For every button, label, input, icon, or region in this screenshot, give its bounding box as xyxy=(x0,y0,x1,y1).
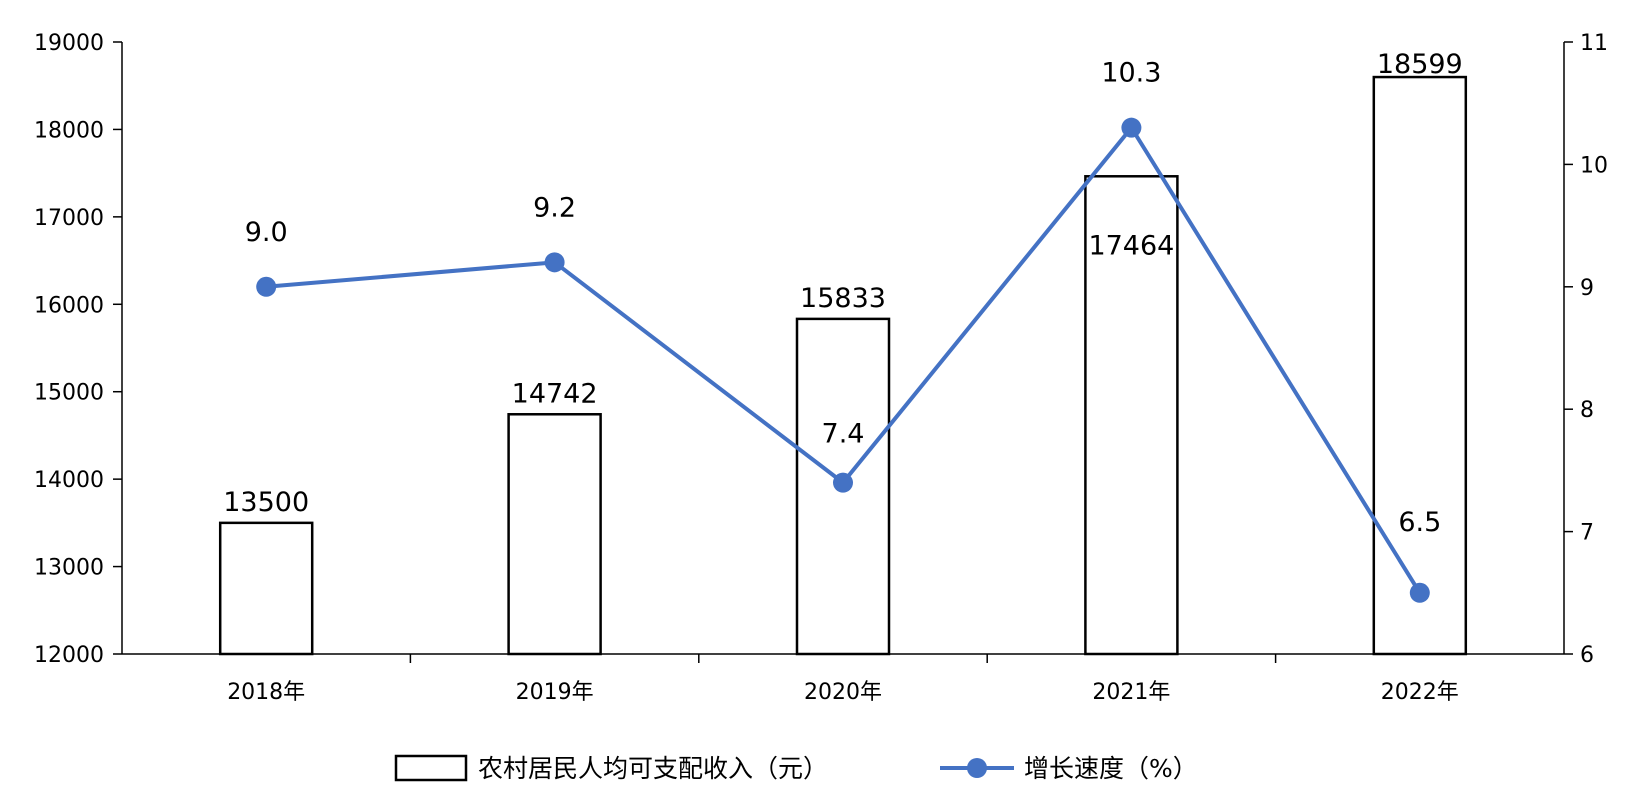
growth-point xyxy=(1121,117,1142,138)
growth-value-label: 9.0 xyxy=(245,217,288,248)
bar-value-label: 15833 xyxy=(800,283,886,314)
bar xyxy=(1084,175,1179,656)
bars: 13500 14742 15833 17464 18599 xyxy=(218,49,1468,656)
legend: 农村居民人均可支配收入（元） 增长速度（%） xyxy=(394,754,1198,783)
x-axis: 2018年 2019年 2020年 2021年 2022年 xyxy=(122,653,1564,705)
line-series: 9.0 9.2 7.4 10.3 6.5 xyxy=(245,58,1441,603)
y-right-tick-label: 7 xyxy=(1580,521,1594,546)
y-left-tick-label: 16000 xyxy=(34,293,104,318)
bar-value-label: 18599 xyxy=(1377,49,1463,80)
y-right-tick-label: 10 xyxy=(1580,153,1608,178)
y-left-tick-label: 14000 xyxy=(34,468,104,493)
x-tick-label: 2019年 xyxy=(516,680,594,705)
y-left-tick-label: 17000 xyxy=(34,206,104,231)
x-tick-label: 2021年 xyxy=(1092,680,1170,705)
growth-point xyxy=(1409,582,1430,603)
y-left-tick-label: 15000 xyxy=(34,381,104,406)
legend-bar-swatch xyxy=(394,754,468,782)
y-left-tick-label: 19000 xyxy=(34,31,104,56)
bar xyxy=(218,521,314,656)
x-tick-label: 2020年 xyxy=(804,680,882,705)
growth-value-label: 6.5 xyxy=(1398,507,1441,538)
y-right-tick-label: 11 xyxy=(1580,31,1608,56)
y-left-tick-label: 13000 xyxy=(34,556,104,581)
y-left-tick-label: 12000 xyxy=(34,643,104,668)
bar xyxy=(1372,75,1468,656)
growth-value-label: 7.4 xyxy=(822,419,865,450)
x-tick-label: 2022年 xyxy=(1381,680,1459,705)
growth-value-label: 9.2 xyxy=(533,192,576,223)
y-right-tick-label: 9 xyxy=(1580,276,1594,301)
legend-line-marker xyxy=(967,758,987,778)
bar-value-label: 13500 xyxy=(223,487,309,518)
growth-point xyxy=(256,276,277,297)
growth-point xyxy=(544,252,565,273)
growth-point xyxy=(833,472,853,493)
legend-line-label: 增长速度（%） xyxy=(1024,754,1198,783)
y-right-tick-label: 6 xyxy=(1580,643,1594,668)
y-right-tick-label: 8 xyxy=(1580,398,1594,423)
bar-value-label: 17464 xyxy=(1088,230,1174,261)
growth-value-label: 10.3 xyxy=(1101,58,1161,89)
x-tick-label: 2018年 xyxy=(227,680,305,705)
y-right-axis: 6 7 8 9 10 11 xyxy=(1563,31,1608,668)
bar-value-label: 14742 xyxy=(512,378,598,409)
bar xyxy=(507,413,602,656)
legend-bar-label: 农村居民人均可支配收入（元） xyxy=(478,754,828,783)
y-left-axis: 12000 13000 14000 15000 16000 17000 18000 19000 xyxy=(34,31,123,668)
y-left-tick-label: 18000 xyxy=(34,118,104,143)
